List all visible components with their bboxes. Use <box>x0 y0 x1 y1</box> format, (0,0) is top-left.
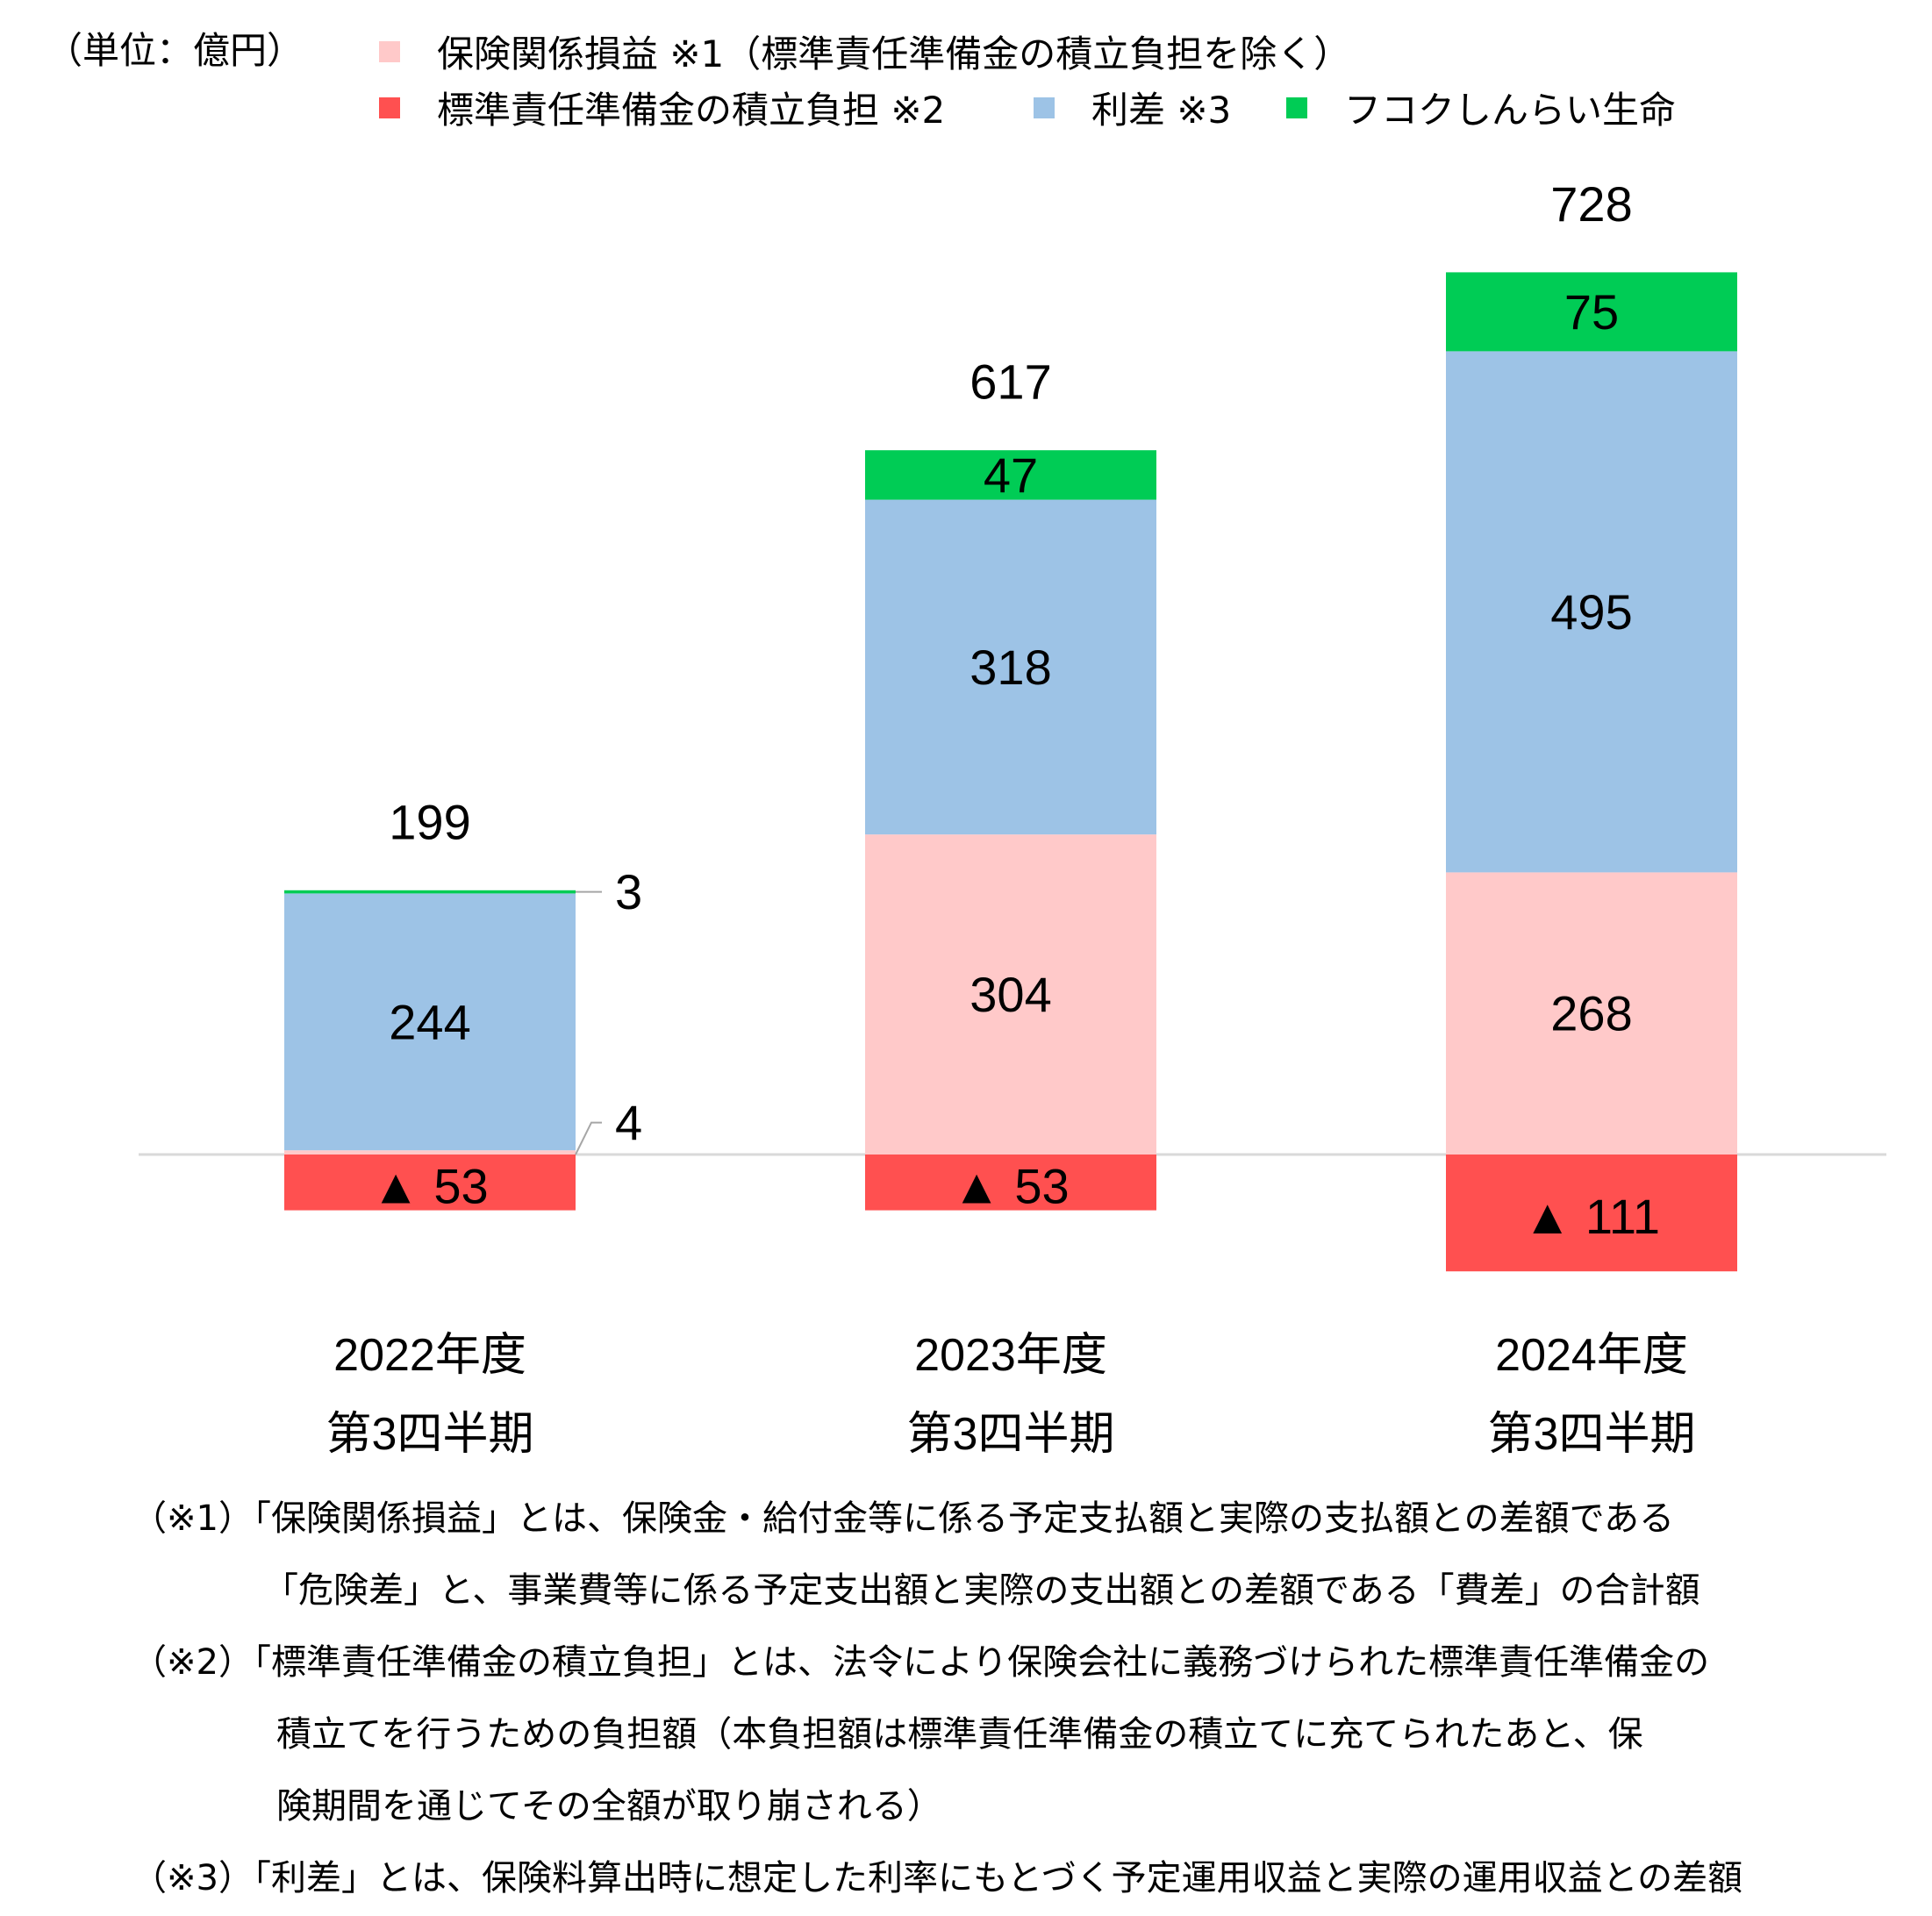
data-label-fukoku-shinrai-0: 3 <box>615 864 642 919</box>
unit-label: （単位：億円） <box>46 29 304 72</box>
footnote-1-line-2: 「危険差」と、事業費等に係る予定支出額と実際の支出額との差額である「費差」の合計… <box>263 1570 1700 1611</box>
legend-item-fukoku-shinrai: フコクしんらい生命 <box>1286 81 1676 134</box>
total-label-1: 617 <box>970 354 1051 410</box>
footnote-1: （※1）「保険関係損益」とは、保険金・給付金等に係る予定支払額と実際の支払額との… <box>132 1483 1851 1555</box>
legend-label-interest-margin: 利差 ※3 <box>1091 89 1232 132</box>
legend-swatch-reserve-burden <box>379 97 400 118</box>
category-label-year-1: 2023年度 <box>914 1330 1107 1381</box>
bar-insurance-pl-2 <box>1446 872 1737 1155</box>
bar-reserve-burden-1 <box>865 1155 1156 1211</box>
data-label-insurance-pl-0: 4 <box>615 1095 642 1150</box>
bar-fukoku-shinrai-0 <box>284 890 576 894</box>
footnote-3-marker: （※3） <box>132 1858 254 1898</box>
category-label-quarter-0: 第3四半期 <box>326 1409 534 1460</box>
footnote-2-line-1: 「標準責任準備金の積立負担」とは、法令により保険会社に義務づけられた標準責任準備… <box>253 1642 1710 1683</box>
legend-item-insurance-pl: 保険関係損益 ※1（標準責任準備金の積立負担を除く） <box>379 25 1350 78</box>
data-label-fukoku-shinrai-2: 75 <box>1564 284 1619 340</box>
bar-fukoku-shinrai-1 <box>865 450 1156 500</box>
footnote-3-line-1: 「利差」とは、保険料算出時に想定した利率にもとづく予定運用収益と実際の運用収益と… <box>253 1858 1743 1898</box>
data-label-fukoku-shinrai-1: 47 <box>984 447 1038 503</box>
footnote-2-line-2: 積立てを行うための負担額（本負担額は標準責任準備金の積立てに充てられたあと、保 <box>276 1714 1643 1755</box>
data-label-reserve-burden-2: ▲ 111 <box>1523 1189 1660 1244</box>
bar-insurance-pl-0 <box>284 1150 576 1155</box>
category-label-year-0: 2022年度 <box>333 1330 526 1381</box>
bar-fukoku-shinrai-2 <box>1446 272 1737 352</box>
data-label-interest-margin-0: 244 <box>389 994 470 1049</box>
legend-item-interest-margin: 利差 ※3 <box>1034 81 1231 134</box>
data-label-interest-margin-1: 318 <box>970 640 1051 695</box>
data-label-reserve-burden-1: ▲ 53 <box>952 1158 1069 1213</box>
total-label-2: 728 <box>1550 176 1632 232</box>
footnote-2-marker: （※2） <box>132 1642 254 1683</box>
bar-interest-margin-1 <box>865 499 1156 835</box>
footnote-3: （※3）「利差」とは、保険料算出時に想定した利率にもとづく予定運用収益と実際の運… <box>132 1842 1851 1914</box>
footnote-2-line-3: 険期間を通じてその全額が取り崩される） <box>276 1786 942 1827</box>
footnote-2: （※2）「標準責任準備金の積立負担」とは、法令により保険会社に義務づけられた標準… <box>132 1626 1851 1698</box>
bar-interest-margin-2 <box>1446 351 1737 873</box>
legend-swatch-interest-margin <box>1034 97 1055 118</box>
leader-line-insurance-pl-0 <box>575 1121 602 1155</box>
category-label-quarter-2: 第3四半期 <box>1488 1409 1696 1460</box>
category-label-year-2: 2024年度 <box>1495 1330 1688 1381</box>
bar-insurance-pl-1 <box>865 834 1156 1155</box>
category-label-quarter-1: 第3四半期 <box>907 1409 1115 1460</box>
legend-label-reserve-burden: 標準責任準備金の積立負担 ※2 <box>437 89 946 132</box>
bar-reserve-burden-0 <box>284 1155 576 1211</box>
legend-label-insurance-pl: 保険関係損益 ※1（標準責任準備金の積立負担を除く） <box>437 32 1351 75</box>
data-label-insurance-pl-1: 304 <box>970 967 1051 1022</box>
total-label-0: 199 <box>389 794 470 849</box>
bar-reserve-burden-2 <box>1446 1155 1737 1272</box>
footnote-1-marker: （※1） <box>132 1498 254 1539</box>
legend-item-reserve-burden: 標準責任準備金の積立負担 ※2 <box>379 81 945 134</box>
data-label-insurance-pl-2: 268 <box>1550 986 1632 1041</box>
legend-swatch-insurance-pl <box>379 40 400 62</box>
footnote-1-line-1: 「保険関係損益」とは、保険金・給付金等に係る予定支払額と実際の支払額との差額であ… <box>253 1498 1675 1539</box>
legend-label-fukoku-shinrai: フコクしんらい生命 <box>1344 89 1677 132</box>
footnotes: （※1）「保険関係損益」とは、保険金・給付金等に係る予定支払額と実際の支払額との… <box>132 1483 1851 1914</box>
data-label-interest-margin-2: 495 <box>1550 584 1632 640</box>
data-label-reserve-burden-0: ▲ 53 <box>371 1158 488 1213</box>
legend-swatch-fukoku-shinrai <box>1286 97 1307 118</box>
bar-interest-margin-0 <box>284 893 576 1151</box>
